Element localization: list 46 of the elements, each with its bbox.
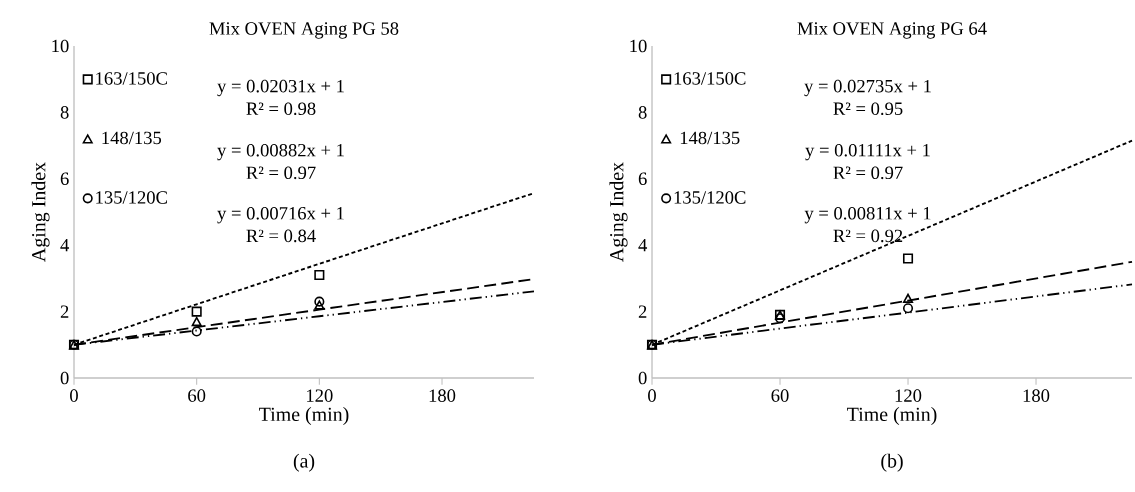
y-tick-label: 10 (630, 39, 647, 53)
annotation: y = 0.00716x + 1 (217, 207, 344, 224)
text: (b) (881, 453, 903, 472)
y-tick-label: 6 (638, 172, 647, 186)
x-tick-label: 120 (895, 389, 922, 402)
legend-label: 163/150C (674, 72, 746, 85)
legend-label: 148/135 (102, 131, 162, 145)
annotation: R² = 0.92 (833, 229, 903, 243)
text: (a) (293, 453, 315, 472)
y-tick-label: 8 (60, 106, 69, 119)
x-tick-label: 0 (70, 389, 78, 402)
x-tick-label: 120 (307, 389, 333, 402)
x-tick-label: 0 (648, 389, 656, 402)
annotation: R² = 0.97 (833, 166, 903, 180)
annotation: R² = 0.84 (246, 229, 316, 243)
x-tick-label: 180 (429, 389, 456, 402)
annotation: y = 0.00882x + 1 (217, 143, 344, 161)
y-tick-label: 8 (638, 106, 647, 119)
legend-label: 163/150C (96, 72, 167, 85)
x-tick-label: 180 (1023, 389, 1050, 402)
y-tick-label: 6 (60, 172, 69, 186)
x-tick-label: 60 (188, 389, 206, 402)
annotation: R² = 0.97 (246, 166, 316, 180)
chart-title: Mix OVEN Aging PG 58 (209, 22, 399, 39)
annotation: y = 0.02735x + 1 (804, 79, 931, 97)
y-axis-title: Aging Index (31, 162, 50, 262)
y-tick-label: 0 (638, 371, 647, 385)
y-tick-label: 4 (638, 239, 648, 252)
y-tick-label: 2 (60, 305, 69, 318)
y-axis-title: Aging Index (609, 162, 628, 262)
x-axis-title: Time (min) (847, 407, 937, 426)
chart-title: Mix OVEN Aging PG 64 (797, 22, 987, 39)
x-tick-label: 60 (771, 389, 789, 402)
annotation: y = 0.02031x + 1 (217, 79, 344, 97)
legend-label: 135/120C (674, 191, 746, 204)
annotation: R² = 0.98 (246, 102, 316, 116)
y-tick-label: 4 (60, 239, 70, 252)
annotation: y = 0.00811x + 1 (804, 207, 931, 224)
legend-label: 148/135 (680, 131, 740, 145)
x-axis-title: Time (min) (259, 407, 349, 426)
legend-label: 135/120C (96, 191, 167, 204)
annotation: R² = 0.95 (833, 102, 903, 116)
y-tick-label: 2 (638, 305, 647, 318)
annotation: y = 0.01111x + 1 (805, 143, 930, 161)
y-tick-label: 10 (52, 39, 69, 53)
y-tick-label: 0 (60, 371, 69, 385)
